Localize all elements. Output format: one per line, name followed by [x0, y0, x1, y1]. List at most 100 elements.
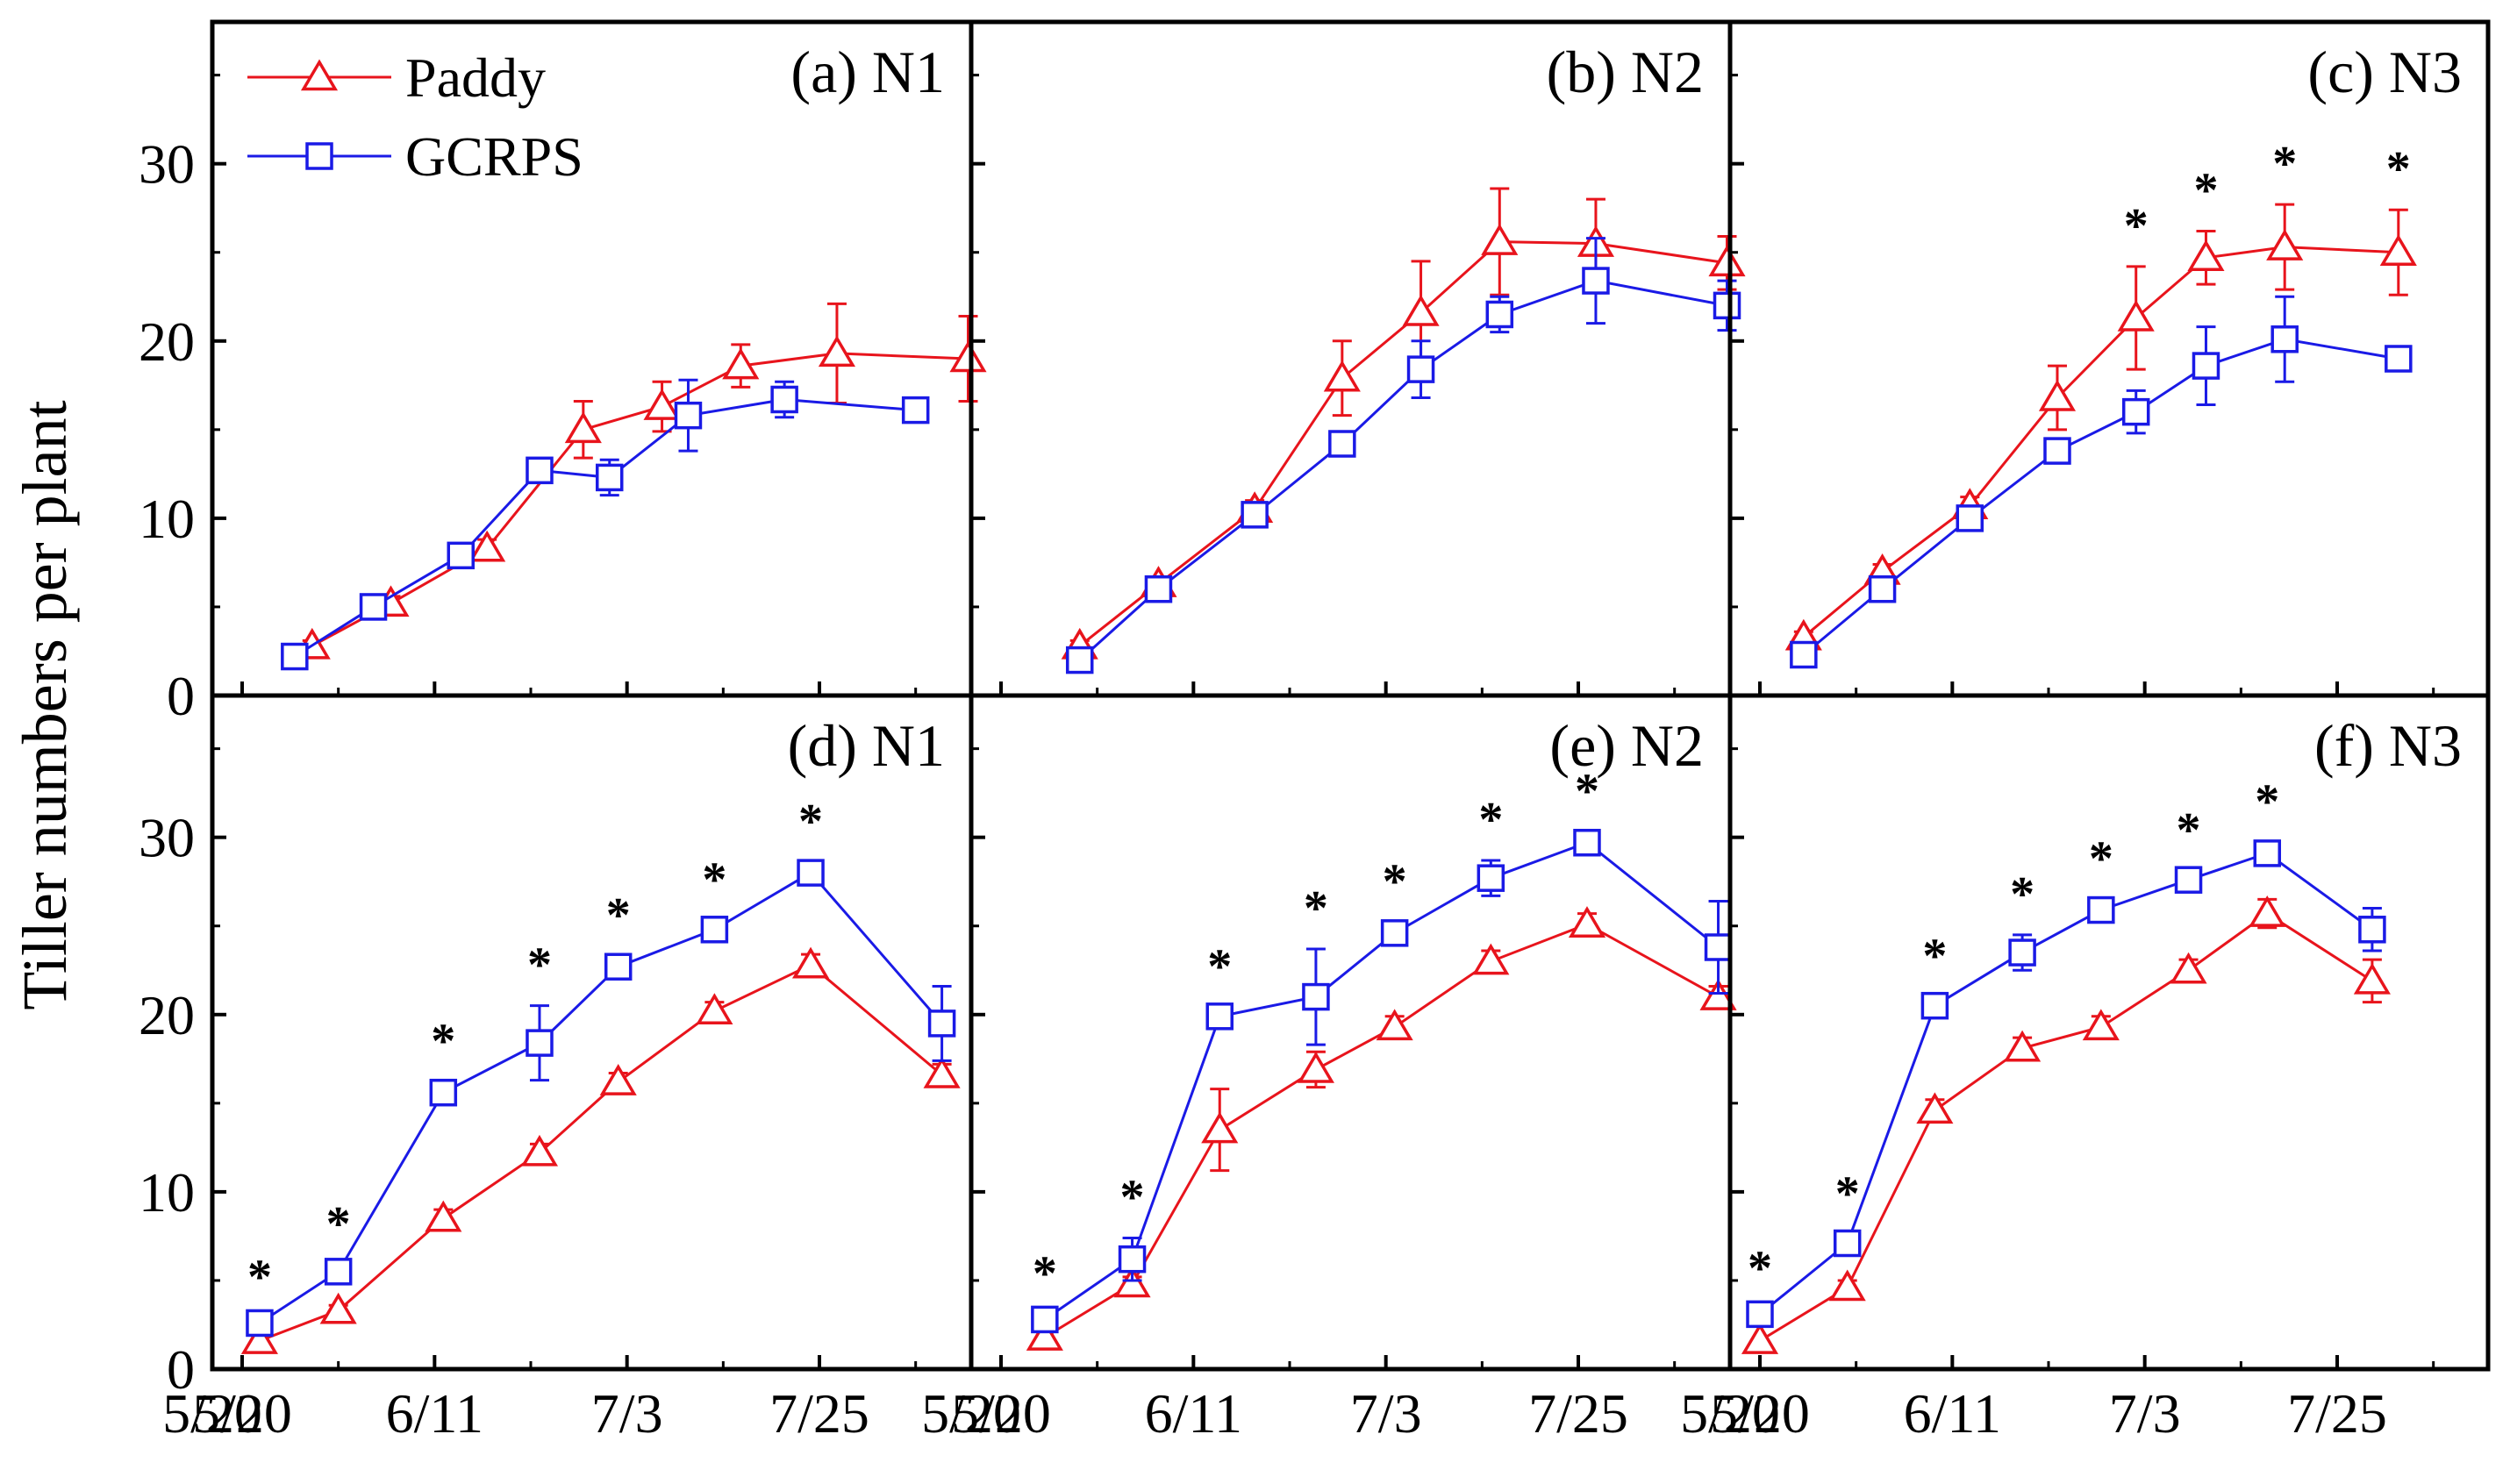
- significance-star: *: [326, 1197, 351, 1252]
- gcrps-point: [1406, 355, 1435, 383]
- gcrps-point: [595, 463, 624, 492]
- paddy-point: [1323, 360, 1361, 392]
- y-tick-label: 20: [139, 984, 195, 1046]
- gcrps-point: [359, 593, 388, 621]
- significance-star: *: [1748, 1241, 1772, 1295]
- series-line: [311, 352, 969, 647]
- gcrps-point: [1302, 982, 1330, 1011]
- panel-frame: [969, 19, 1733, 698]
- panel-f-n3: 5/20 6/11 7/3 7/25 5/20 (f) N3 * * * * * * *: [1680, 693, 2491, 1445]
- significance-star: *: [247, 1250, 272, 1304]
- x-tick-label: 7/3: [591, 1382, 663, 1445]
- significance-star: *: [1383, 855, 1407, 910]
- legend-label: Paddy: [405, 46, 546, 109]
- x-tick-label: 6/11: [386, 1382, 483, 1445]
- y-tick-label: 0: [167, 665, 195, 727]
- x-tick-label: 6/11: [1904, 1382, 2001, 1445]
- paddy-point: [1113, 1266, 1151, 1298]
- panel-c-n3: (c) N3** * *: [1727, 19, 2491, 698]
- paddy-point: [1402, 294, 1440, 326]
- paddy-point: [319, 1292, 357, 1324]
- gcrps-point: [2385, 345, 2413, 373]
- legend-item-paddy: Paddy: [247, 46, 546, 109]
- legend-square-marker: [305, 142, 333, 170]
- series-gcrps: [246, 859, 956, 1338]
- paddy-point: [520, 1134, 559, 1167]
- paddy-point: [2353, 962, 2391, 995]
- gcrps-point: [1790, 640, 1818, 669]
- significance-star: *: [2089, 831, 2113, 886]
- significance-star: *: [606, 888, 631, 943]
- gcrps-point: [1833, 1229, 1862, 1258]
- y-tick-label: 30: [139, 807, 195, 869]
- paddy-point: [2266, 229, 2304, 260]
- gcrps-point: [447, 541, 475, 570]
- x-tick-label: 5/20: [921, 1382, 1021, 1445]
- y-tick-label: 20: [139, 310, 195, 373]
- paddy-point: [1699, 979, 1737, 1010]
- y-tick-label: 10: [139, 488, 195, 550]
- gcrps-point: [246, 1309, 274, 1338]
- paddy-point: [2038, 379, 2077, 411]
- significance-star: *: [2272, 137, 2297, 191]
- gcrps-point: [2008, 938, 2036, 967]
- panel-a-n1: 0 10 20 30 (a) N1 Paddy GCRPS: [139, 19, 987, 727]
- panel-b-n2: (b) N2: [969, 19, 1746, 698]
- x-tick-label: 7/25: [1528, 1382, 1628, 1445]
- gcrps-point: [797, 859, 825, 887]
- panel-frame: [969, 693, 1733, 1372]
- significance-star: *: [1922, 930, 1947, 984]
- panel-title: (f) N3: [2314, 712, 2462, 779]
- paddy-point: [240, 1323, 278, 1354]
- paddy-point: [696, 993, 733, 1024]
- gcrps-point: [901, 396, 930, 425]
- paddy-point: [1708, 245, 1746, 277]
- gcrps-point: [324, 1258, 353, 1286]
- gcrps-point: [2358, 916, 2386, 944]
- significance-star: *: [1478, 793, 1503, 847]
- gcrps-point: [1485, 300, 1514, 329]
- significance-star: *: [1575, 765, 1599, 819]
- paddy-point: [599, 1064, 637, 1095]
- y-tick-label: 30: [139, 133, 195, 196]
- paddy-point: [1376, 1009, 1413, 1041]
- paddy-point: [425, 1200, 462, 1232]
- gcrps-point: [1704, 933, 1733, 961]
- panel-title: (b) N2: [1547, 39, 1704, 105]
- gcrps-point: [2043, 437, 2071, 465]
- significance-star: *: [431, 1015, 455, 1069]
- x-tick-label: 7/3: [2109, 1382, 2181, 1445]
- series-line: [1802, 338, 2399, 656]
- significance-star: *: [2386, 142, 2411, 196]
- y-tick-label: 10: [139, 1161, 195, 1224]
- gcrps-point: [1031, 1305, 1059, 1334]
- gcrps-point: [429, 1078, 458, 1107]
- gcrps-point: [1477, 864, 1505, 892]
- series-line: [1759, 911, 2373, 1342]
- x-tick-label: 5/20: [162, 1382, 262, 1445]
- gcrps-point: [281, 642, 309, 671]
- legend: Paddy GCRPS: [247, 46, 583, 188]
- series-gcrps: [1065, 237, 1741, 674]
- series-paddy: [1026, 906, 1737, 1351]
- gcrps-point: [2121, 397, 2150, 426]
- significance-star: *: [2124, 199, 2149, 253]
- legend-item-gcrps: GCRPS: [247, 125, 583, 188]
- paddy-point: [468, 530, 506, 562]
- significance-star: *: [2255, 775, 2279, 830]
- x-tick-label: 7/25: [2287, 1382, 2387, 1445]
- series-line: [259, 871, 943, 1324]
- significance-star: *: [527, 938, 552, 993]
- paddy-point: [1916, 1092, 1954, 1124]
- significance-star: *: [1120, 1170, 1145, 1224]
- gcrps-point: [1065, 646, 1094, 674]
- significance-star: *: [1304, 881, 1328, 936]
- paddy-point: [791, 946, 830, 979]
- paddy-point: [564, 411, 602, 444]
- x-tick-label: 7/25: [769, 1382, 869, 1445]
- paddy-point: [2170, 952, 2207, 984]
- paddy-point: [2082, 1009, 2120, 1041]
- gcrps-point: [1956, 504, 1984, 532]
